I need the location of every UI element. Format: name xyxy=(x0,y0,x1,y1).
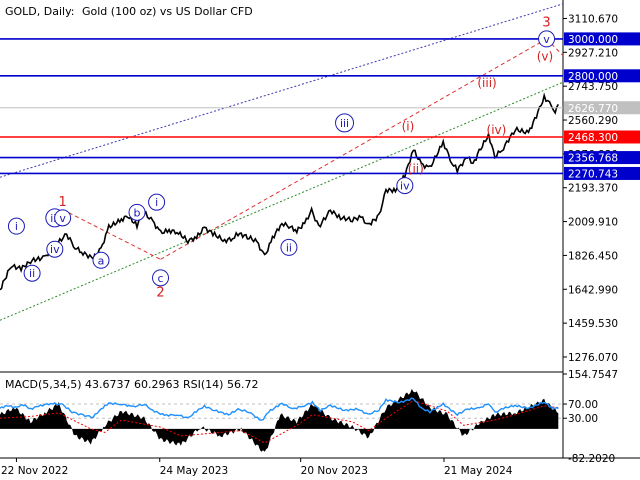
price-tick-label: 1276.070 xyxy=(568,352,618,364)
wave-label: 3 xyxy=(542,15,550,30)
price-tick-label: 1642.990 xyxy=(568,284,618,296)
price-tick-label: 2743.750 xyxy=(568,81,618,93)
ind-tick-label: 70.00 xyxy=(568,399,598,411)
level-tag-3000.000 xyxy=(564,32,640,46)
time-tick-label: 22 Nov 2022 xyxy=(1,465,68,477)
price-series xyxy=(0,92,559,291)
level-label-3000.000: 3000.000 xyxy=(568,34,618,46)
time-tick-label: 20 Nov 2023 xyxy=(301,465,368,477)
trend-line-lower-channel xyxy=(0,81,564,321)
wave-label: v xyxy=(543,33,550,46)
trend-line-wave2-to-wave3 xyxy=(160,38,547,260)
chart-description: Gold (100 oz) vs US Dollar CFD xyxy=(82,5,253,18)
indicator-label: MACD(5,34,5) 43.6737 60.2963 RSI(14) 56.… xyxy=(5,378,258,391)
level-label-2468.300: 2468.300 xyxy=(568,132,618,144)
price-tick-label: 2193.370 xyxy=(568,183,618,195)
ind-tick-label: -82.2020 xyxy=(568,453,615,465)
wave-label-circle xyxy=(54,209,72,227)
ind-tick-label: 154.7547 xyxy=(568,369,618,381)
time-tick-label: 21 May 2024 xyxy=(444,465,513,477)
wave-label: (i) xyxy=(402,120,415,134)
level-tag-2800.000 xyxy=(564,69,640,83)
price-tick-label: 2009.910 xyxy=(568,217,618,229)
chart-symbol: GOLD, Daily: xyxy=(5,5,75,18)
wave-label: iv xyxy=(50,243,60,256)
ind-tick-label: 30.00 xyxy=(568,413,598,425)
price-tick-label: 1826.450 xyxy=(568,250,618,262)
trend-line-wave1-to-wave2 xyxy=(62,209,161,260)
level-tag-2626.770 xyxy=(564,101,640,115)
level-label-2270.743: 2270.743 xyxy=(568,168,618,180)
wave-label: a xyxy=(98,254,105,267)
time-tick-label: 24 May 2023 xyxy=(160,465,228,477)
wave-label-circle xyxy=(148,193,166,211)
wave-label-circle xyxy=(280,238,298,256)
level-label-2356.768: 2356.768 xyxy=(568,153,618,165)
wave-label-circle xyxy=(92,251,110,269)
rsi-line xyxy=(0,397,559,421)
wave-label: ii xyxy=(29,267,35,280)
wave-label-circle xyxy=(23,264,41,282)
level-tag-2468.300 xyxy=(564,130,640,144)
level-label-2626.770: 2626.770 xyxy=(568,103,618,115)
wave-label: v xyxy=(59,212,66,225)
wave-label: i xyxy=(155,196,158,209)
wave-label-circle xyxy=(128,203,146,221)
price-tick-label: 2927.210 xyxy=(568,47,618,59)
level-tag-2356.768 xyxy=(564,151,640,165)
macd-signal-line xyxy=(0,399,559,444)
level-label-2800.000: 2800.000 xyxy=(568,71,618,83)
wave-label: (ii) xyxy=(408,162,424,176)
wave-label-circle xyxy=(538,30,556,48)
wave-label: ii xyxy=(286,241,292,254)
wave-label-circle xyxy=(396,177,414,195)
wave-label: i xyxy=(15,220,18,233)
wave-label-circle xyxy=(7,217,25,235)
price-tick-label: 2560.290 xyxy=(568,115,618,127)
wave-label: c xyxy=(157,272,163,285)
macd-histogram xyxy=(0,388,559,452)
level-tag-2270.743 xyxy=(564,166,640,180)
wave-label: iv xyxy=(400,180,410,193)
wave-label-circle xyxy=(152,269,170,287)
wave-label-circle xyxy=(46,240,64,258)
wave-label: 1 xyxy=(59,195,67,210)
wave-label: (iii) xyxy=(477,76,496,90)
wave-label-circle xyxy=(335,113,355,133)
wave-label: (iv) xyxy=(487,123,507,137)
price-tick-label: 3110.670 xyxy=(568,13,618,25)
wave-label: b xyxy=(134,206,141,219)
wave-label: (v) xyxy=(537,49,553,63)
wave-label: iii xyxy=(340,117,349,130)
wave-label: 2 xyxy=(156,286,164,301)
price-tick-label: 1459.530 xyxy=(568,318,618,330)
